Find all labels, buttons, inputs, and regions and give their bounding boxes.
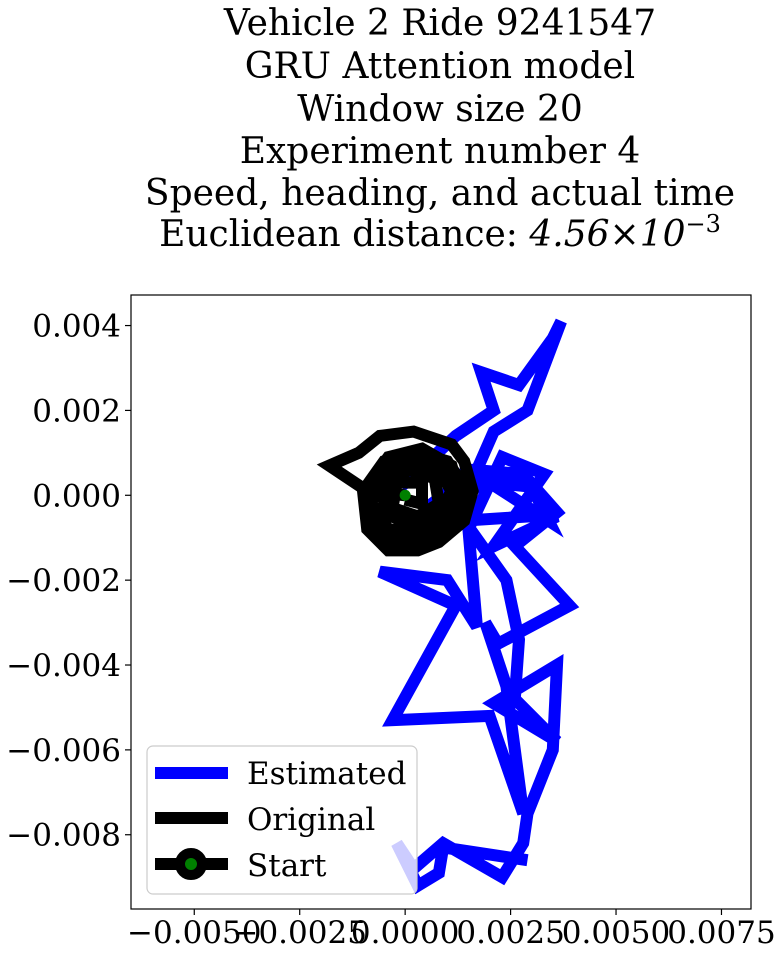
plot-area-frame (130, 294, 752, 910)
start-point-marker (399, 489, 411, 501)
title-line-5: Speed, heading, and actual time (145, 173, 735, 214)
title-metric-mantissa: 4.56 (528, 214, 609, 255)
x-tick-label: −0.0050 (127, 915, 261, 951)
title-metric-exponent: −3 (686, 210, 721, 238)
chart-title: Vehicle 2 Ride 9241547 GRU Attention mod… (145, 3, 735, 255)
series-line-estimated (377, 318, 580, 895)
y-tick-label: −0.004 (6, 648, 121, 684)
x-tick-label: 0.0050 (562, 915, 670, 951)
x-tick-label: −0.0025 (232, 915, 366, 951)
title-line-metric: Euclidean distance: 4.56×10−3 (159, 210, 721, 255)
title-metric-prefix: Euclidean distance: (159, 214, 529, 255)
legend-label-start: Start (247, 848, 327, 884)
title-metric-base: 10 (640, 214, 686, 255)
series-line-original (316, 425, 479, 557)
y-tick-label: 0.002 (32, 393, 121, 429)
x-tick-label: 0.0075 (667, 915, 775, 951)
y-tick-label: −0.002 (6, 563, 121, 599)
y-axis: 0.004 0.002 0.000 −0.002 −0.004 −0.006 −0.008 (6, 309, 131, 854)
title-line-4: Experiment number 4 (240, 131, 641, 172)
x-tick-label: 0.0025 (456, 915, 564, 951)
legend-swatch-start-marker (175, 848, 207, 880)
y-tick-label: −0.008 (6, 818, 121, 854)
legend-label-estimated: Estimated (247, 756, 406, 792)
y-tick-label: 0.000 (32, 478, 121, 514)
legend: Estimated Original Start (146, 745, 418, 895)
y-tick-label: 0.004 (32, 309, 121, 345)
legend-box (146, 745, 418, 895)
x-tick-label: 0.0000 (351, 915, 459, 951)
y-tick-label: −0.006 (6, 733, 121, 769)
title-metric-times: × (610, 214, 640, 255)
title-line-1: Vehicle 2 Ride 9241547 (223, 3, 656, 44)
title-line-2: GRU Attention model (245, 46, 635, 87)
plot-data-layer (316, 318, 580, 895)
title-line-3: Window size 20 (297, 89, 583, 130)
legend-label-original: Original (247, 802, 375, 838)
